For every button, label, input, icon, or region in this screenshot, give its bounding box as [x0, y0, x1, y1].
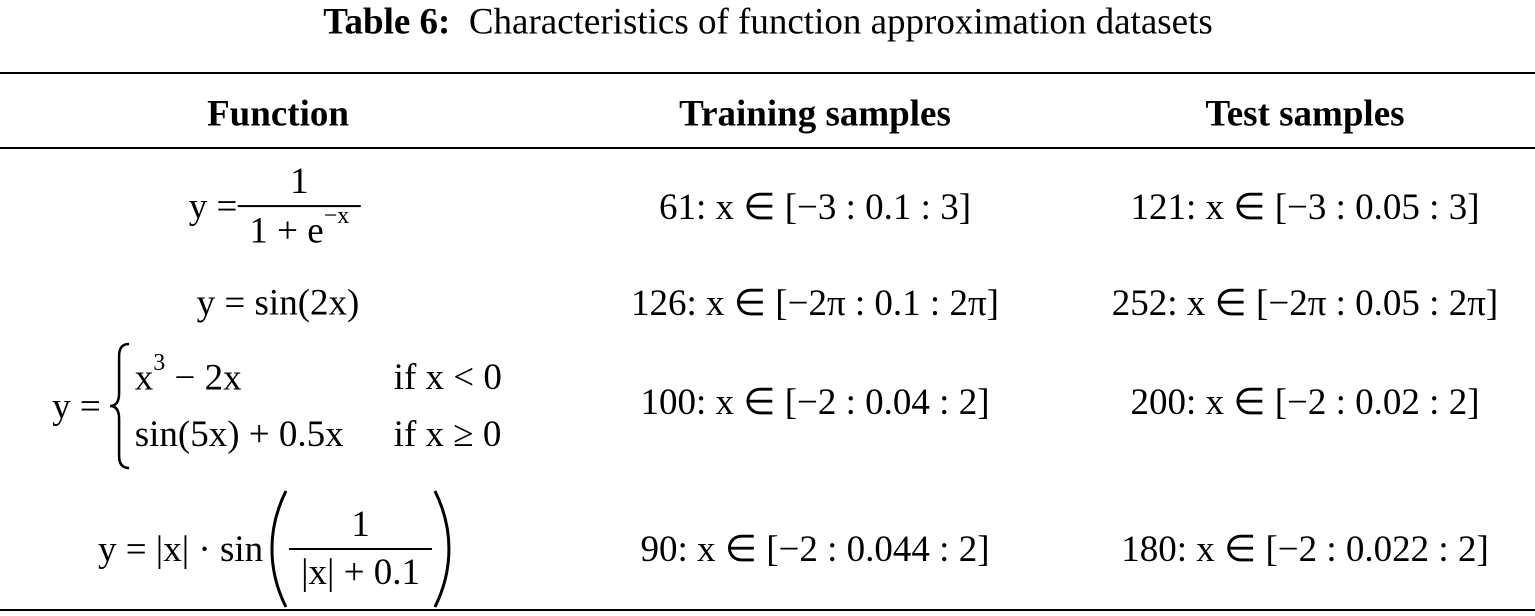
- caption: Table 6: Characteristics of function app…: [323, 1, 1213, 44]
- numerator: 1: [289, 502, 433, 550]
- caption-label: Table 6:: [323, 1, 451, 43]
- caption-text: Characteristics of function approximatio…: [468, 1, 1213, 43]
- lhs: y = |x| · sin: [97, 528, 264, 570]
- header: Training samples: [679, 93, 951, 135]
- case-expr: x3 − 2x: [134, 350, 344, 399]
- denominator-base: 1 + e: [249, 210, 324, 252]
- function-cell: y = x3 − 2x if x < 0 sin(5x) + 0.5x if x…: [52, 341, 502, 471]
- test: 121: x ∈ [−3 : 0.05 : 3]: [1130, 187, 1480, 228]
- lhs: y =: [188, 186, 238, 228]
- bottom-rule: [0, 609, 1535, 611]
- function-cell: y = sin(2x): [196, 282, 360, 324]
- case-base: x: [134, 357, 154, 399]
- exponent: 3: [153, 349, 166, 376]
- mid-rule: [0, 147, 1535, 149]
- fraction: 1 1 + e−x: [237, 159, 362, 255]
- numerator: 1: [237, 159, 362, 208]
- training: 90: x ∈ [−2 : 0.044 : 2]: [640, 529, 990, 570]
- case-condition: if x ≥ 0: [393, 414, 502, 456]
- left-paren: [270, 490, 288, 608]
- cases: x3 − 2x if x < 0 sin(5x) + 0.5x if x ≥ 0: [134, 350, 502, 456]
- function-cell: y = |x| · sin 1 |x| + 0.1: [98, 489, 452, 609]
- test: 252: x ∈ [−2π : 0.05 : 2π]: [1111, 283, 1499, 324]
- right-paren: [433, 490, 451, 608]
- test: 200: x ∈ [−2 : 0.02 : 2]: [1130, 382, 1480, 423]
- brace: [109, 342, 129, 470]
- header: Test samples: [1205, 93, 1405, 135]
- header: Function: [207, 93, 349, 135]
- case-expr: sin(5x) + 0.5x: [134, 414, 344, 456]
- training: 61: x ∈ [−3 : 0.1 : 3]: [658, 187, 972, 228]
- training: 126: x ∈ [−2π : 0.1 : 2π]: [631, 283, 999, 324]
- case-condition: if x < 0: [393, 356, 502, 398]
- test: 180: x ∈ [−2 : 0.022 : 2]: [1121, 529, 1489, 570]
- function-cell: y = 1 1 + e−x: [188, 159, 362, 255]
- exponent: −x: [323, 203, 350, 230]
- lhs: y =: [52, 385, 101, 427]
- fraction: 1 |x| + 0.1: [289, 502, 433, 597]
- training: 100: x ∈ [−2 : 0.04 : 2]: [640, 382, 990, 423]
- denominator: |x| + 0.1: [301, 552, 421, 593]
- case-rest: − 2x: [174, 357, 242, 399]
- top-rule: [0, 72, 1535, 74]
- denominator: 1 + e−x: [243, 203, 355, 255]
